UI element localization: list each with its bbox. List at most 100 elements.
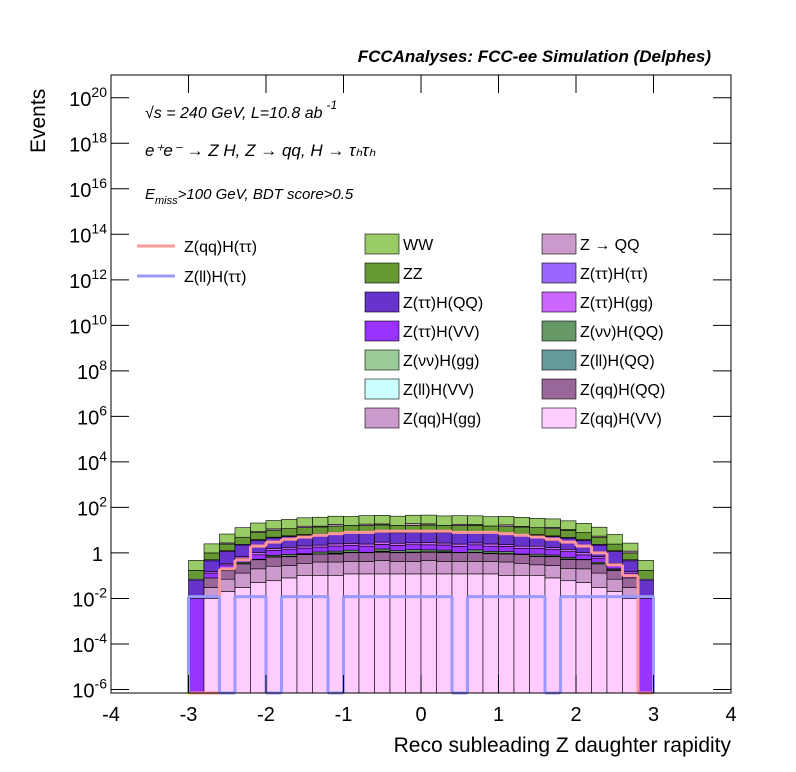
- histogram-segment: [265, 520, 282, 530]
- histogram-segment: [358, 561, 375, 575]
- histogram-segment: [343, 552, 360, 562]
- histogram-segment: [637, 598, 654, 694]
- y-tick-label: 10-4: [72, 630, 107, 657]
- histogram-segment: [405, 561, 422, 575]
- y-tick-base: 10: [69, 180, 91, 202]
- histogram-segment: [436, 561, 453, 575]
- histogram-segment: [265, 565, 282, 582]
- histogram-segment: [451, 543, 468, 547]
- histogram-segment: [467, 573, 484, 694]
- x-tick-label: -2: [257, 704, 275, 726]
- y-tick-base: 10: [69, 316, 91, 338]
- x-tick-label: -3: [180, 704, 198, 726]
- histogram-segment: [575, 532, 592, 540]
- histogram-segment: [389, 542, 406, 546]
- histogram-segment: [498, 516, 515, 526]
- histogram-segment: [622, 560, 639, 572]
- histogram-segment: [482, 573, 499, 694]
- y-tick-label: 108: [77, 357, 107, 384]
- histogram-segment: [234, 527, 251, 538]
- x-tick-label: 3: [648, 704, 659, 726]
- y-tick-label: 1010: [69, 311, 107, 338]
- histogram-segment: [575, 554, 592, 560]
- histogram-segment: [544, 528, 561, 537]
- annotation-sup: -1: [327, 98, 338, 112]
- histogram-segment: [482, 553, 499, 562]
- histogram-segment: [374, 560, 391, 575]
- histogram-segment: [234, 572, 251, 588]
- y-tick-label: 102: [77, 493, 107, 520]
- histogram-segment: [544, 577, 561, 694]
- histogram-segment: [405, 514, 422, 524]
- legend-label: Z(qq)H(ττ): [184, 239, 257, 256]
- histogram-segment: [250, 552, 267, 556]
- y-tick-exponent: 16: [91, 175, 107, 191]
- legend-label: Z(ll)H(ττ): [184, 269, 246, 286]
- histogram-segment: [467, 515, 484, 525]
- legend-label: Z(ll)H(QQ): [580, 353, 655, 370]
- legend-label: Z(qq)H(QQ): [580, 382, 665, 399]
- histogram-segment: [482, 561, 499, 575]
- x-tick-label: 2: [570, 704, 581, 726]
- histogram-segment: [296, 554, 313, 564]
- histogram-segment: [327, 515, 344, 525]
- histogram-segment: [420, 560, 437, 575]
- histogram-segment: [467, 552, 484, 562]
- histogram-segment: [544, 549, 561, 556]
- histogram-segment: [358, 532, 375, 545]
- histogram-segment: [482, 545, 499, 552]
- histogram-segment: [606, 570, 623, 580]
- plot-area: [187, 514, 655, 695]
- histogram-segment: [374, 532, 391, 543]
- histogram-segment: [529, 548, 546, 555]
- histogram-segment: [296, 517, 313, 527]
- annotation-text: >100 GeV, BDT score>0.5: [178, 186, 354, 203]
- y-tick-exponent: 18: [91, 129, 107, 145]
- histogram-segment: [234, 587, 251, 694]
- histogram-segment: [529, 545, 546, 549]
- y-tick-exponent: 6: [99, 402, 107, 418]
- histogram-segment: [606, 534, 623, 545]
- y-tick-base: 10: [72, 680, 94, 702]
- histogram-segment: [219, 533, 236, 544]
- histogram-segment: [467, 549, 484, 553]
- histogram-segment: [560, 568, 577, 582]
- histogram-segment: [591, 587, 608, 694]
- histogram-segment: [374, 515, 391, 525]
- y-tick-label: 1: [92, 544, 103, 566]
- histogram-segment: [250, 554, 267, 560]
- legend-label: Z(ττ)H(gg): [580, 295, 653, 312]
- legend-swatch: [364, 233, 400, 255]
- histogram-segment: [513, 554, 530, 564]
- legend-label: WW: [403, 237, 434, 254]
- histogram-segment: [544, 565, 561, 579]
- histogram-segment: [529, 564, 546, 576]
- y-tick-label: 10-2: [72, 584, 107, 611]
- histogram-segment: [203, 577, 220, 588]
- histogram-segment: [343, 549, 360, 553]
- histogram-segment: [374, 573, 391, 694]
- histogram-segment: [498, 553, 515, 563]
- histogram-segment: [343, 573, 360, 694]
- x-tick-label: 1: [493, 704, 504, 726]
- histogram-segment: [482, 543, 499, 547]
- histogram-segment: [498, 533, 515, 545]
- histogram-segment: [188, 560, 205, 571]
- histogram-segment: [513, 545, 530, 549]
- legend-swatch: [364, 378, 400, 400]
- histogram-segment: [436, 573, 453, 694]
- legend-label: Z(qq)H(gg): [403, 411, 481, 428]
- histogram-segment: [389, 561, 406, 575]
- histogram-segment: [343, 543, 360, 546]
- histogram-segment: [513, 575, 530, 694]
- histogram-segment: [405, 573, 422, 694]
- histogram-segment: [296, 563, 313, 576]
- histogram-segment: [203, 560, 220, 572]
- histogram-segment: [219, 578, 236, 592]
- histogram-segment: [327, 561, 344, 576]
- histogram-segment: [575, 552, 592, 556]
- histogram-segment: [312, 561, 329, 576]
- legend-swatch: [364, 262, 400, 284]
- histogram-segment: [544, 518, 561, 528]
- chart-title: FCCAnalyses: FCC-ee Simulation (Delphes): [358, 47, 712, 66]
